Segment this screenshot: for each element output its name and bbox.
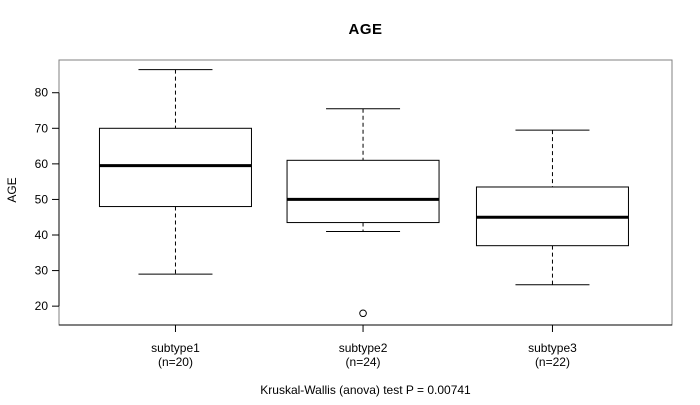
x-tick-label: subtype2 — [339, 341, 388, 355]
y-tick-label: 60 — [35, 157, 49, 171]
iqr-box-subtype1 — [98, 127, 252, 208]
y-tick-label: 20 — [35, 299, 49, 313]
y-tick-label: 70 — [35, 121, 49, 135]
outlier-point-subtype2 — [359, 309, 367, 318]
sample-size-label: (n=24) — [346, 355, 381, 369]
x-tick-label: subtype1 — [151, 341, 200, 355]
sample-size-label: (n=20) — [158, 355, 193, 369]
iqr-box-subtype2 — [286, 159, 440, 224]
stat-test-caption: Kruskal-Wallis (anova) test P = 0.00741 — [260, 383, 471, 397]
y-tick-label: 50 — [35, 192, 49, 206]
y-tick-label: 30 — [35, 264, 49, 278]
y-tick-label: 40 — [35, 228, 49, 242]
sample-size-label: (n=22) — [535, 355, 570, 369]
x-tick-label: subtype3 — [528, 341, 577, 355]
y-tick-label: 80 — [35, 86, 49, 100]
chart-title: AGE — [348, 21, 383, 38]
